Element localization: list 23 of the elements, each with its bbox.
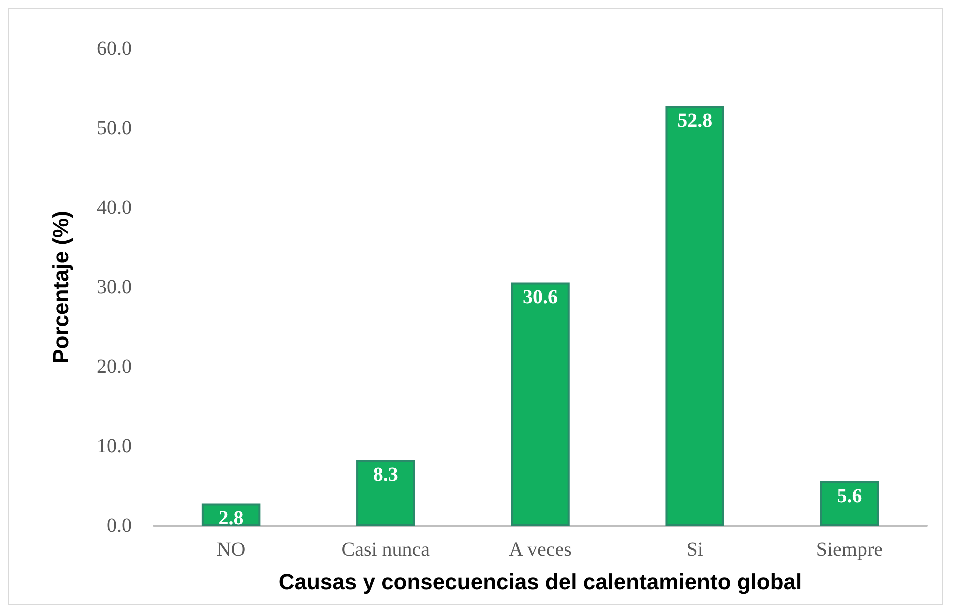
x-tick-label: Si [686,539,704,561]
y-tick-label: 30.0 [97,276,132,298]
x-tick-label: NO [216,539,246,561]
x-tick-label: Casi nunca [342,539,430,561]
data-label: 8.3 [373,464,398,486]
x-axis-title: Causas y consecuencias del calentamiento global [278,570,802,594]
data-label: 2.8 [218,508,244,530]
bar [820,481,880,526]
bar [666,106,724,526]
bar [511,282,570,526]
data-label: 52.8 [678,110,713,132]
y-tick-label: 20.0 [97,356,132,378]
x-tick-label: A veces [509,539,572,561]
y-tick-label: 10.0 [97,436,132,458]
y-tick-label: 40.0 [97,197,132,219]
y-axis-title: Porcentaje (%) [48,211,74,364]
x-tick-label: Siempre [816,539,884,561]
data-label: 5.6 [837,485,862,508]
data-label: 30.6 [523,286,558,309]
bar [356,460,416,526]
y-tick-label: 50.0 [97,118,132,140]
y-tick-label: 60.0 [97,38,132,60]
y-tick-label: 0.0 [107,515,132,537]
